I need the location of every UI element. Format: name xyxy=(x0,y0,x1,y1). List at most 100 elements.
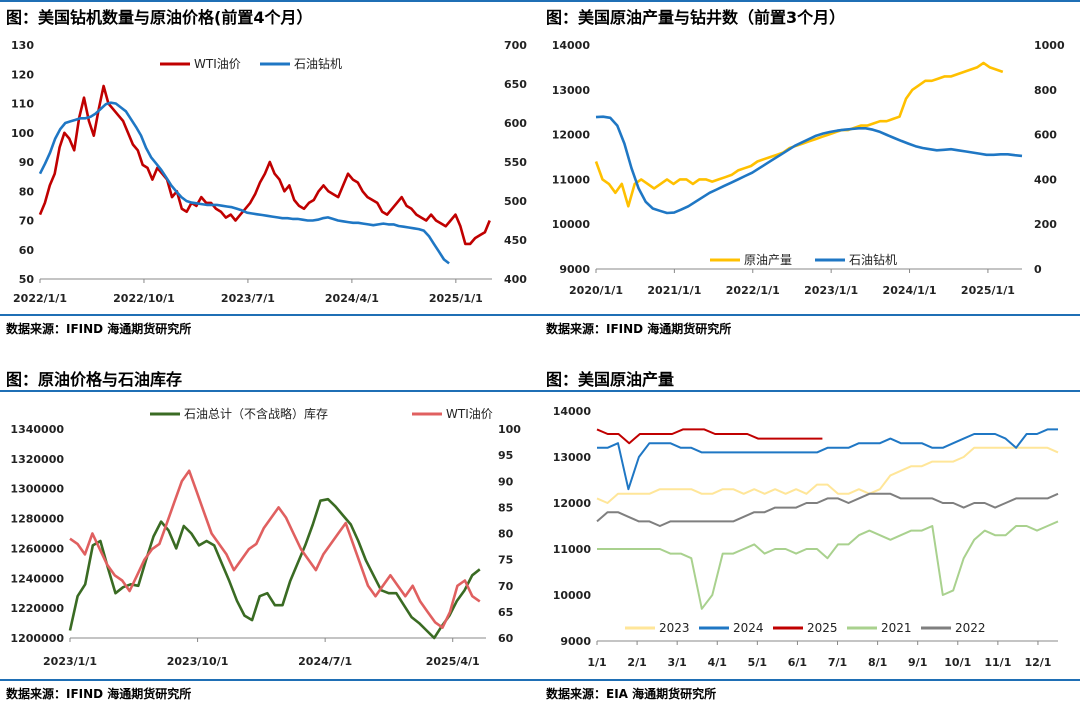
panel-bottom-line xyxy=(540,679,1080,681)
series-line-WTI油价 xyxy=(69,469,481,629)
y-tick-label-left: 110 xyxy=(11,98,34,111)
panel-bottom-line xyxy=(0,679,540,681)
y-tick-label-right: 65 xyxy=(498,606,513,619)
y-tick-label-left: 1300000 xyxy=(10,483,64,496)
y-tick-label-right: 600 xyxy=(504,117,527,130)
y-tick-label-right: 80 xyxy=(498,528,514,541)
x-tick-label: 8/1 xyxy=(868,656,887,669)
series-line-石油钻机 xyxy=(38,101,450,265)
y-tick-label-left: 90 xyxy=(19,156,35,169)
y-tick-label-left: 10000 xyxy=(553,589,592,602)
y-tick-label-left: 12000 xyxy=(553,497,592,510)
y-tick-label-right: 500 xyxy=(504,195,527,208)
x-tick-label: 2024/1/1 xyxy=(883,284,937,297)
series-line-WTI油价 xyxy=(38,84,491,246)
x-tick-label: 7/1 xyxy=(828,656,847,669)
legend-label: 石油钻机 xyxy=(294,56,342,71)
legend-label: 2021 xyxy=(881,621,912,635)
x-tick-label: 10/1 xyxy=(944,656,971,669)
panel-top-line xyxy=(0,0,540,2)
panel-title-line xyxy=(540,390,1080,392)
y-tick-label-left: 60 xyxy=(19,244,35,257)
x-tick-label: 5/1 xyxy=(748,656,767,669)
chart-panel-production-rigs: 图：美国原油产量与钻井数（前置3个月） 9000 10000 11000 12000 1… xyxy=(540,0,1080,345)
y-tick-label-left: 1260000 xyxy=(10,542,64,555)
data-source: 数据来源：IFIND 海通期货研究所 xyxy=(546,322,732,336)
y-tick-label-right: 600 xyxy=(1034,129,1057,142)
legend-label: 2022 xyxy=(955,621,986,635)
chart-panel-us-production: 图：美国原油产量 9000 10000 11000 12000 13000 14000 1/… xyxy=(540,362,1080,707)
y-tick-label-left: 10000 xyxy=(552,218,591,231)
y-tick-label-left: 9000 xyxy=(559,263,590,276)
x-tick-label: 11/1 xyxy=(984,656,1011,669)
chart-price-inventory: 1200000 1220000 1240000 1260000 1280000 13000… xyxy=(10,406,521,668)
y-tick-label-right: 450 xyxy=(504,234,527,247)
series-line-石油总计（不含战略）库存 xyxy=(68,497,481,640)
legend-label: 2024 xyxy=(733,621,764,635)
x-tick-label: 2024/4/1 xyxy=(325,292,379,305)
x-tick-label: 9/1 xyxy=(908,656,927,669)
y-tick-label-left: 11000 xyxy=(552,173,591,186)
x-tick-label: 12/1 xyxy=(1024,656,1051,669)
data-source: 数据来源：IFIND 海通期货研究所 xyxy=(6,322,192,336)
chart-title: 图：美国原油产量与钻井数（前置3个月） xyxy=(546,8,846,27)
x-tick-label: 2021/1/1 xyxy=(647,284,701,297)
legend-label: WTI油价 xyxy=(194,57,241,71)
legend-label: 原油产量 xyxy=(744,253,792,267)
panel-top-line xyxy=(540,0,1080,2)
y-tick-label-right: 75 xyxy=(498,554,513,567)
x-tick-label: 2022/1/1 xyxy=(13,292,67,305)
series-line-2022 xyxy=(596,492,1059,527)
y-tick-label-left: 1340000 xyxy=(10,423,64,436)
x-tick-label: 2025/4/1 xyxy=(426,655,480,668)
panel-title-line xyxy=(0,390,540,392)
chart-title: 图：美国原油产量 xyxy=(546,370,675,389)
y-tick-label-left: 12000 xyxy=(552,129,591,142)
chart-title: 图：原油价格与石油库存 xyxy=(6,370,183,389)
y-tick-label-right: 1000 xyxy=(1034,39,1065,52)
y-tick-label-right: 70 xyxy=(498,580,514,593)
x-tick-label: 2022/10/1 xyxy=(113,292,175,305)
chart-rigs-wti: 50 60 70 80 90 100 110 120 130 400 450 500 550 600 650… xyxy=(11,39,527,305)
series-line-2021 xyxy=(597,520,1059,610)
y-tick-label-right: 0 xyxy=(1034,263,1042,276)
y-tick-label-left: 120 xyxy=(11,68,34,81)
chart-production-rigs: 9000 10000 11000 12000 13000 14000 0 200 400 600 8… xyxy=(552,39,1065,297)
y-tick-label-left: 13000 xyxy=(552,84,591,97)
x-tick-label: 1/1 xyxy=(587,656,606,669)
y-tick-label-right: 60 xyxy=(498,632,514,645)
y-tick-label-left: 1280000 xyxy=(10,513,64,526)
series-line-2024 xyxy=(597,428,1058,491)
legend-label: 2023 xyxy=(659,621,690,635)
legend-label: 2025 xyxy=(807,621,838,635)
y-tick-label-right: 90 xyxy=(498,475,514,488)
series-line-原油产量 xyxy=(594,61,1004,208)
x-tick-label: 3/1 xyxy=(668,656,687,669)
y-tick-label-left: 100 xyxy=(11,127,34,140)
y-tick-label-left: 13000 xyxy=(553,451,592,464)
panel-bottom-line xyxy=(540,314,1080,316)
y-tick-label-right: 85 xyxy=(498,501,513,514)
y-tick-label-left: 1200000 xyxy=(10,632,64,645)
y-tick-label-right: 400 xyxy=(504,273,527,286)
x-tick-label: 2020/1/1 xyxy=(569,284,623,297)
y-tick-label-left: 11000 xyxy=(553,543,592,556)
y-tick-label-right: 400 xyxy=(1034,173,1057,186)
y-tick-label-left: 14000 xyxy=(552,39,591,52)
y-tick-label-left: 1320000 xyxy=(10,453,64,466)
y-tick-label-left: 1220000 xyxy=(10,602,64,615)
chart-panel-price-inventory: 图：原油价格与石油库存 1200000 1220000 1240000 1260000… xyxy=(0,362,540,707)
x-tick-label: 2025/1/1 xyxy=(429,292,483,305)
y-tick-label-right: 100 xyxy=(498,423,521,436)
y-tick-label-left: 70 xyxy=(19,215,35,228)
y-tick-label-left: 1240000 xyxy=(10,572,64,585)
x-tick-label: 2023/10/1 xyxy=(167,655,229,668)
series-line-石油钻机 xyxy=(595,115,1023,215)
y-tick-label-left: 9000 xyxy=(560,635,591,648)
data-source: 数据来源：IFIND 海通期货研究所 xyxy=(6,687,192,701)
y-tick-label-left: 80 xyxy=(19,185,35,198)
panel-bottom-line xyxy=(0,314,540,316)
legend-label: 石油总计（不含战略）库存 xyxy=(184,406,328,421)
x-tick-label: 6/1 xyxy=(788,656,807,669)
series-line-2025 xyxy=(596,428,823,445)
